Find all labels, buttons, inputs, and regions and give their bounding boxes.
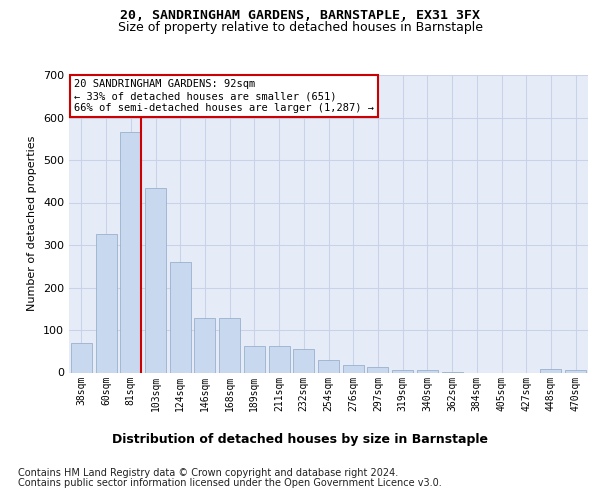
Bar (95, 234, 116, 372)
Bar (219, 318, 240, 372)
Text: 20 SANDRINGHAM GARDENS: 92sqm
← 33% of detached houses are smaller (651)
66% of : 20 SANDRINGHAM GARDENS: 92sqm ← 33% of d… (74, 80, 374, 112)
Text: 20, SANDRINGHAM GARDENS, BARNSTAPLE, EX31 3FX: 20, SANDRINGHAM GARDENS, BARNSTAPLE, EX3… (120, 9, 480, 22)
Bar (269, 346, 290, 372)
Bar (293, 349, 314, 372)
Bar (417, 370, 438, 372)
Bar (367, 368, 388, 372)
Text: Size of property relative to detached houses in Barnstaple: Size of property relative to detached ho… (118, 21, 482, 34)
Bar (541, 369, 562, 372)
Text: Distribution of detached houses by size in Barnstaple: Distribution of detached houses by size … (112, 432, 488, 446)
Bar (318, 360, 339, 372)
Bar (71, 343, 92, 372)
Text: Contains public sector information licensed under the Open Government Licence v3: Contains public sector information licen… (18, 478, 442, 488)
Bar (392, 370, 413, 372)
Bar (145, 188, 166, 372)
Bar (120, 132, 141, 372)
Bar (170, 262, 191, 372)
Bar (343, 365, 364, 372)
Bar (194, 318, 215, 372)
Bar (244, 346, 265, 372)
Bar (565, 370, 586, 372)
Text: Contains HM Land Registry data © Crown copyright and database right 2024.: Contains HM Land Registry data © Crown c… (18, 468, 398, 477)
Y-axis label: Number of detached properties: Number of detached properties (28, 136, 37, 312)
